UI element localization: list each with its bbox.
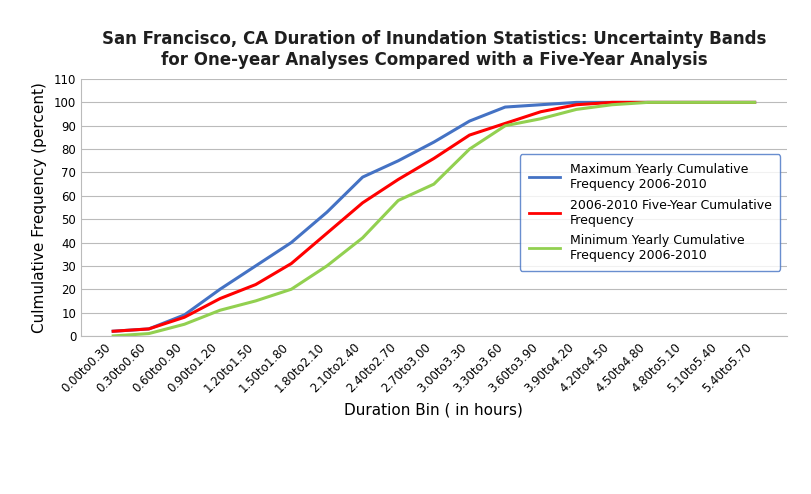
2006-2010 Five-Year Cumulative
Frequency [322,230,332,236]
Minimum Yearly Cumulative
Frequency 2006-2010 [607,102,617,108]
Minimum Yearly Cumulative
Frequency 2006-2010 [429,181,439,187]
2006-2010 Five-Year Cumulative
Frequency [500,121,510,126]
Minimum Yearly Cumulative
Frequency 2006-2010 [714,99,724,105]
Maximum Yearly Cumulative
Frequency 2006-2010 [251,263,260,269]
Maximum Yearly Cumulative
Frequency 2006-2010 [179,312,189,318]
Minimum Yearly Cumulative
Frequency 2006-2010 [749,99,759,105]
Maximum Yearly Cumulative
Frequency 2006-2010 [572,99,581,105]
Maximum Yearly Cumulative
Frequency 2006-2010 [215,286,225,292]
Legend: Maximum Yearly Cumulative
Frequency 2006-2010, 2006-2010 Five-Year Cumulative
Fr: Maximum Yearly Cumulative Frequency 2006… [520,154,780,271]
Maximum Yearly Cumulative
Frequency 2006-2010 [749,99,759,105]
Maximum Yearly Cumulative
Frequency 2006-2010 [109,329,118,334]
2006-2010 Five-Year Cumulative
Frequency [465,132,474,138]
2006-2010 Five-Year Cumulative
Frequency [393,176,403,182]
Minimum Yearly Cumulative
Frequency 2006-2010 [500,123,510,129]
Y-axis label: Culmulative Frequency (percent): Culmulative Frequency (percent) [32,82,47,333]
Minimum Yearly Cumulative
Frequency 2006-2010 [572,106,581,112]
Maximum Yearly Cumulative
Frequency 2006-2010 [393,158,403,164]
2006-2010 Five-Year Cumulative
Frequency [179,314,189,320]
Maximum Yearly Cumulative
Frequency 2006-2010 [322,209,332,215]
2006-2010 Five-Year Cumulative
Frequency [251,282,260,288]
2006-2010 Five-Year Cumulative
Frequency [144,326,153,332]
2006-2010 Five-Year Cumulative
Frequency [358,200,367,206]
Maximum Yearly Cumulative
Frequency 2006-2010 [643,99,653,105]
Minimum Yearly Cumulative
Frequency 2006-2010 [215,307,225,313]
2006-2010 Five-Year Cumulative
Frequency [572,102,581,108]
Maximum Yearly Cumulative
Frequency 2006-2010 [358,174,367,180]
Minimum Yearly Cumulative
Frequency 2006-2010 [643,99,653,105]
Maximum Yearly Cumulative
Frequency 2006-2010 [714,99,724,105]
Minimum Yearly Cumulative
Frequency 2006-2010 [322,263,332,269]
Minimum Yearly Cumulative
Frequency 2006-2010 [251,298,260,304]
Minimum Yearly Cumulative
Frequency 2006-2010 [109,333,118,339]
Minimum Yearly Cumulative
Frequency 2006-2010 [465,146,474,152]
Maximum Yearly Cumulative
Frequency 2006-2010 [465,118,474,124]
2006-2010 Five-Year Cumulative
Frequency [679,99,689,105]
Minimum Yearly Cumulative
Frequency 2006-2010 [358,235,367,241]
Minimum Yearly Cumulative
Frequency 2006-2010 [679,99,689,105]
Maximum Yearly Cumulative
Frequency 2006-2010 [500,104,510,110]
Minimum Yearly Cumulative
Frequency 2006-2010 [536,116,546,122]
2006-2010 Five-Year Cumulative
Frequency [429,156,439,162]
2006-2010 Five-Year Cumulative
Frequency [286,260,296,266]
Minimum Yearly Cumulative
Frequency 2006-2010 [393,198,403,204]
2006-2010 Five-Year Cumulative
Frequency [607,99,617,105]
Maximum Yearly Cumulative
Frequency 2006-2010 [607,99,617,105]
2006-2010 Five-Year Cumulative
Frequency [215,295,225,301]
Title: San Francisco, CA Duration of Inundation Statistics: Uncertainty Bands
for One-y: San Francisco, CA Duration of Inundation… [101,30,766,69]
Minimum Yearly Cumulative
Frequency 2006-2010 [144,330,153,336]
2006-2010 Five-Year Cumulative
Frequency [109,329,118,334]
Minimum Yearly Cumulative
Frequency 2006-2010 [179,321,189,327]
Minimum Yearly Cumulative
Frequency 2006-2010 [286,286,296,292]
Maximum Yearly Cumulative
Frequency 2006-2010 [536,102,546,108]
Line: Maximum Yearly Cumulative
Frequency 2006-2010: Maximum Yearly Cumulative Frequency 2006… [114,102,754,331]
Maximum Yearly Cumulative
Frequency 2006-2010 [286,240,296,246]
2006-2010 Five-Year Cumulative
Frequency [714,99,724,105]
Line: Minimum Yearly Cumulative
Frequency 2006-2010: Minimum Yearly Cumulative Frequency 2006… [114,102,754,336]
2006-2010 Five-Year Cumulative
Frequency [536,109,546,115]
X-axis label: Duration Bin ( in hours): Duration Bin ( in hours) [345,402,523,417]
Maximum Yearly Cumulative
Frequency 2006-2010 [679,99,689,105]
2006-2010 Five-Year Cumulative
Frequency [749,99,759,105]
Line: 2006-2010 Five-Year Cumulative
Frequency: 2006-2010 Five-Year Cumulative Frequency [114,102,754,331]
Maximum Yearly Cumulative
Frequency 2006-2010 [429,139,439,145]
2006-2010 Five-Year Cumulative
Frequency [643,99,653,105]
Maximum Yearly Cumulative
Frequency 2006-2010 [144,326,153,332]
